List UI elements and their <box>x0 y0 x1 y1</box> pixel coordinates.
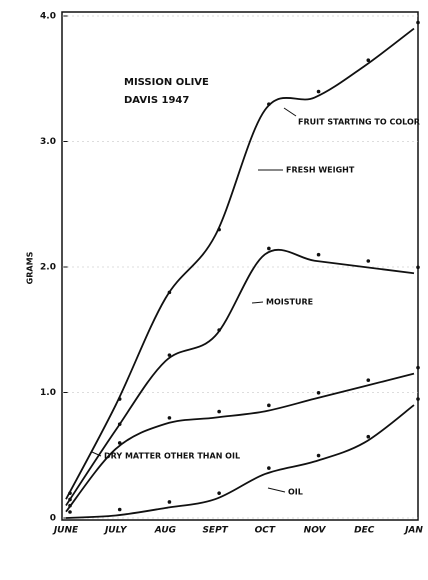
x-tick-label: JULY <box>103 526 128 536</box>
data-point <box>416 265 420 270</box>
x-tick-label: JAN <box>403 526 423 536</box>
data-point <box>117 441 122 445</box>
data-point <box>267 246 271 251</box>
data-point <box>117 422 122 426</box>
annotation: FRUIT STARTING TO COLOR <box>298 118 420 127</box>
series-label: OIL <box>288 488 303 497</box>
x-tick-label: OCT <box>255 526 276 536</box>
data-point <box>366 259 371 263</box>
data-point <box>167 353 172 357</box>
series-label: DRY MATTER OTHER THAN OIL <box>104 452 240 461</box>
data-point <box>267 102 271 106</box>
data-point <box>316 252 321 257</box>
series-line <box>65 27 415 500</box>
x-tick-label: AUG <box>154 526 176 536</box>
x-tick-label: DEC <box>354 526 375 536</box>
data-point <box>316 390 321 395</box>
label-arrow <box>267 487 286 493</box>
data-point <box>68 510 72 514</box>
y-tick-label: 1.0 <box>40 388 56 398</box>
data-point <box>217 227 221 232</box>
x-tick-label: SEPT <box>202 526 228 536</box>
data-point <box>316 89 321 94</box>
data-point <box>167 416 172 420</box>
data-point <box>366 434 371 439</box>
data-point <box>217 491 221 495</box>
series-line <box>65 248 415 506</box>
label-arrow <box>251 301 264 304</box>
data-point <box>366 378 371 383</box>
y-tick-label: 0 <box>50 514 56 524</box>
series-line <box>65 372 415 513</box>
label-arrow <box>91 451 102 457</box>
data-point <box>416 365 420 370</box>
series-label: FRESH WEIGHT <box>286 166 355 175</box>
x-tick-label: JUNE <box>52 526 79 536</box>
data-point <box>267 403 271 408</box>
data-point <box>366 58 371 62</box>
data-point <box>167 290 172 295</box>
data-point <box>117 507 122 512</box>
data-point <box>316 453 321 458</box>
annotation-arrow <box>283 107 297 117</box>
data-point <box>217 409 221 414</box>
data-point <box>117 397 122 401</box>
data-point <box>416 20 420 25</box>
y-tick-label: 2.0 <box>40 263 56 273</box>
series-label: MOISTURE <box>266 298 313 307</box>
chart-title: MISSION OLIVE <box>124 77 209 88</box>
data-point <box>68 503 72 508</box>
data-point <box>68 497 72 502</box>
data-point <box>68 491 72 495</box>
y-tick-label: 4.0 <box>40 12 56 22</box>
data-point <box>217 328 221 332</box>
series-line <box>65 404 415 519</box>
data-point <box>267 466 271 470</box>
y-tick-label: 3.0 <box>40 137 56 147</box>
plot-frame <box>61 11 419 521</box>
chart-subtitle: DAVIS 1947 <box>124 95 189 106</box>
data-point <box>416 397 420 401</box>
y-axis-label: GRAMS <box>26 251 35 284</box>
data-point <box>167 500 172 504</box>
x-tick-label: NOV <box>304 526 327 536</box>
